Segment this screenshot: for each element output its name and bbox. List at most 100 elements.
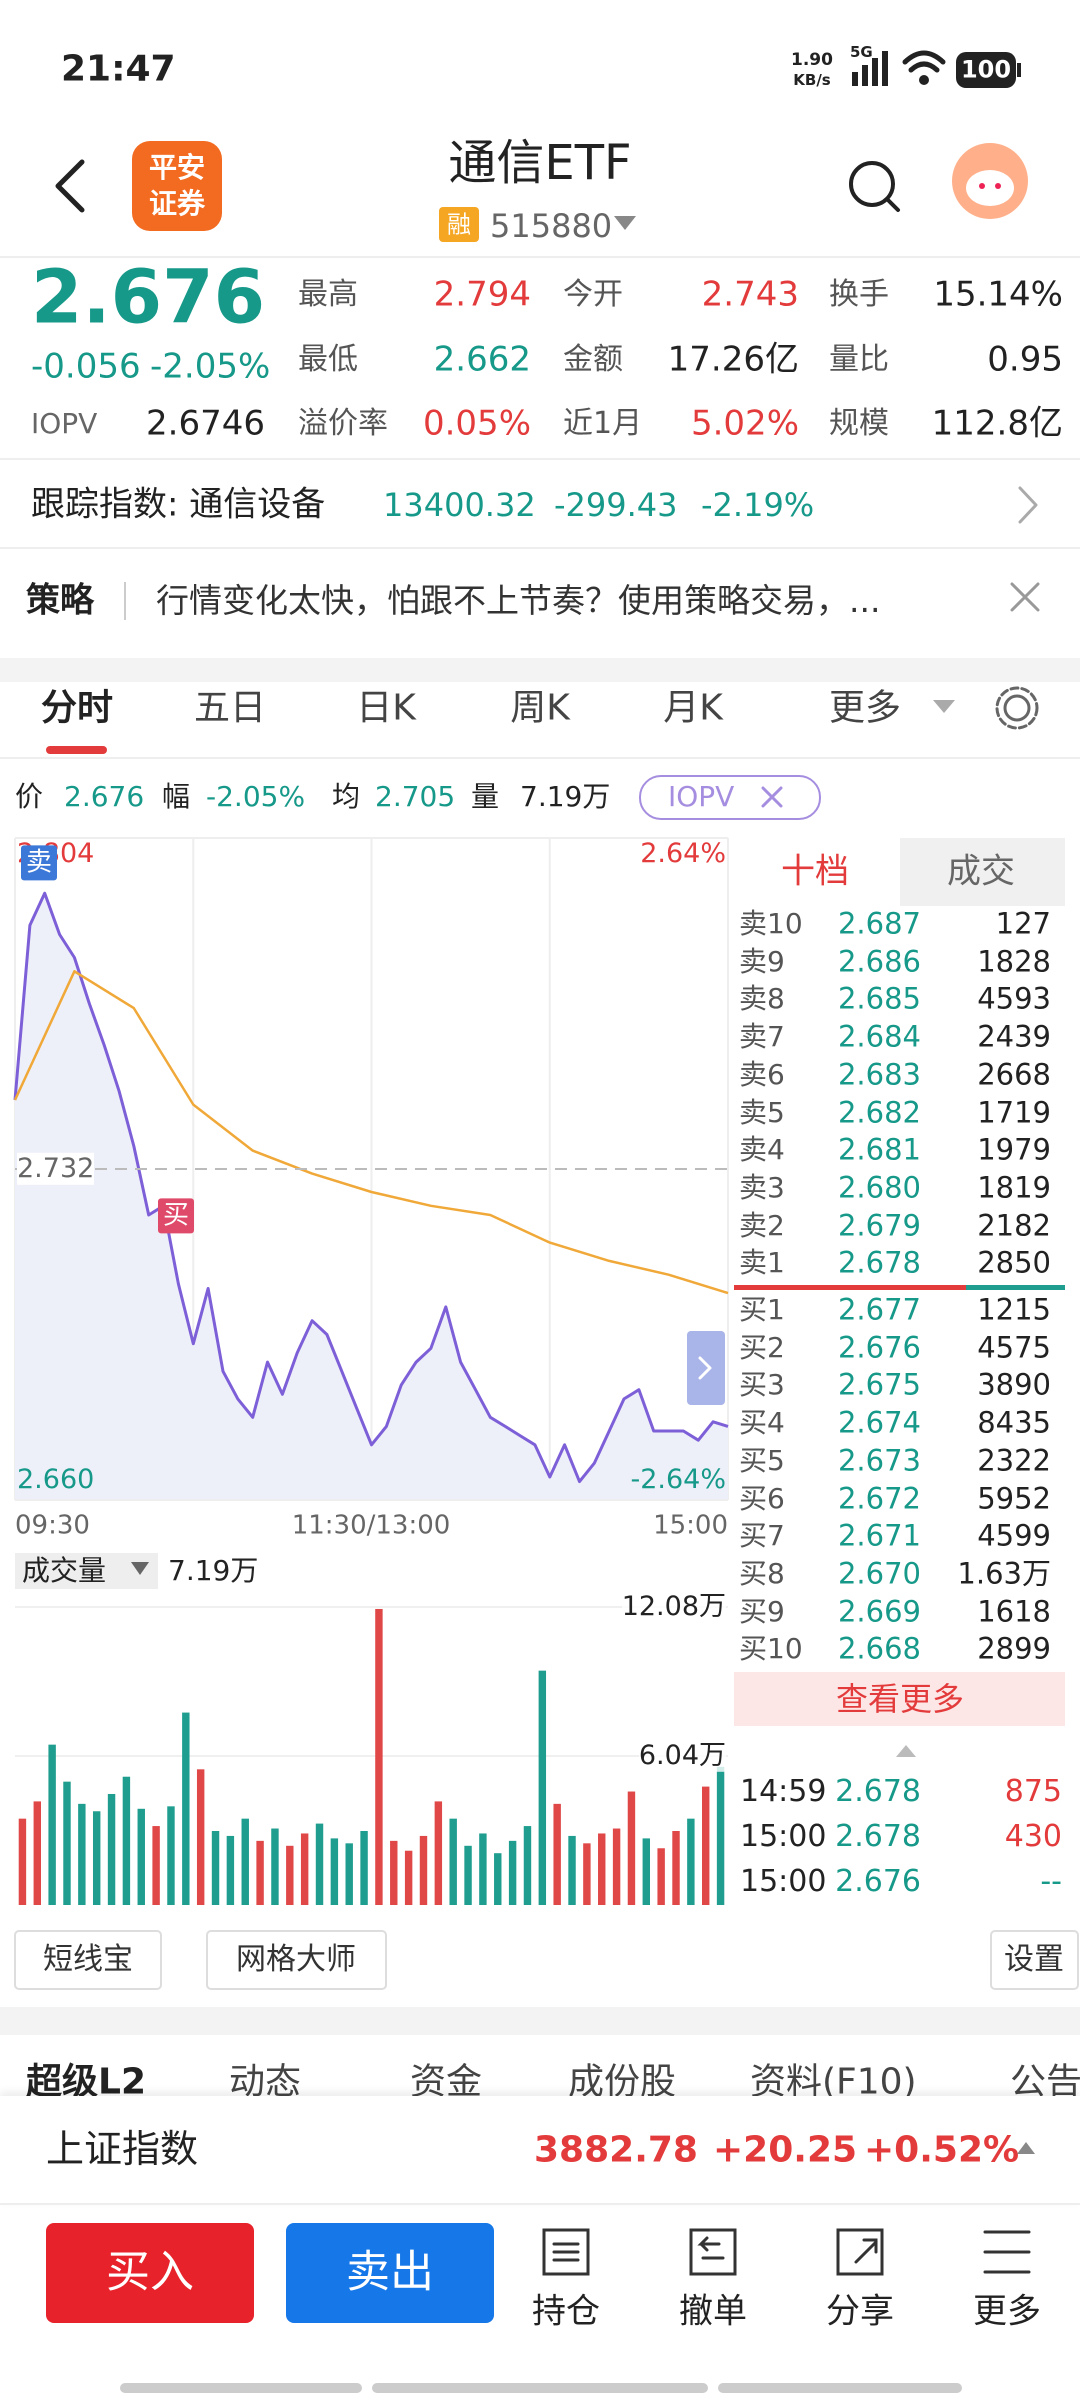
chart-tab[interactable]: 日K	[356, 687, 416, 729]
index-bar	[0, 2096, 1080, 2205]
tracking-value: 13400.32	[383, 485, 536, 524]
index-change: +20.25	[713, 2129, 858, 2171]
action-label[interactable]: 撤单	[679, 2291, 747, 2332]
book-price: 2.682	[837, 1095, 921, 1130]
detail-tab[interactable]: 成份股	[568, 2061, 677, 2096]
volume-bar	[286, 1845, 294, 1905]
volume-bar	[122, 1776, 131, 1905]
trade-price: 2.676	[835, 1864, 921, 1899]
chart-info-price-label: 价	[15, 780, 44, 814]
detail-tab[interactable]: 超级L2	[26, 2061, 146, 2096]
stat-label: 溢价率	[298, 406, 388, 441]
chart-tab[interactable]: 分时	[40, 687, 114, 729]
action-label[interactable]: 持仓	[532, 2291, 600, 2332]
settings-button[interactable]: 设置	[1004, 1942, 1064, 1977]
action-label[interactable]: 分享	[826, 2291, 894, 2332]
x-tick-label: 15:00	[653, 1510, 728, 1541]
detail-tab[interactable]: 公告	[1010, 2061, 1080, 2096]
volume-bar	[33, 1801, 41, 1905]
action-label[interactable]: 更多	[973, 2291, 1041, 2332]
book-volume: 4599	[977, 1518, 1051, 1553]
book-tab[interactable]: 成交	[947, 851, 1015, 892]
volume-bar	[687, 1818, 695, 1905]
volume-bar	[523, 1826, 532, 1905]
chart-tab[interactable]: 周K	[510, 687, 570, 729]
book-price: 2.677	[837, 1292, 921, 1327]
strategy-text[interactable]: 行情变化太快，怕跟不上节奏？使用策略交易，...	[156, 581, 881, 621]
logo-text: 平安	[148, 151, 206, 185]
chart-info-avg-label: 均	[332, 780, 361, 814]
volume-bar	[48, 1744, 56, 1905]
book-price: 2.674	[837, 1405, 921, 1440]
detail-tab[interactable]: 资金	[410, 2061, 483, 2096]
volume-bar	[583, 1843, 591, 1905]
book-price: 2.670	[837, 1556, 921, 1591]
volume-bar	[167, 1806, 175, 1905]
book-level: 买9	[739, 1594, 785, 1628]
detail-tabs: 超级L2 动态 资金 成份股 资料(F10) 公告	[0, 2040, 1080, 2096]
volume-bar	[196, 1769, 205, 1905]
detail-tab[interactable]: 动态	[229, 2061, 302, 2096]
volume-bar	[375, 1608, 383, 1905]
volume-bar	[642, 1838, 651, 1905]
book-level: 买4	[739, 1406, 785, 1440]
volume-bar	[702, 1786, 710, 1905]
book-level: 卖9	[739, 944, 785, 978]
iopv-toggle[interactable]: IOPV	[668, 780, 735, 814]
buy-label[interactable]: 买入	[106, 2246, 194, 2298]
chart-tab[interactable]: 五日	[193, 687, 267, 729]
y2-tick-label: 2.64%	[640, 837, 726, 869]
book-level: 买3	[739, 1368, 785, 1402]
y-tick-label: 2.732	[17, 1152, 95, 1186]
y-tick-label: 12.08万	[621, 1590, 726, 1624]
margin-badge: 融	[447, 210, 471, 239]
tool-button[interactable]: 短线宝	[43, 1942, 133, 1977]
volume-bar	[211, 1830, 220, 1905]
buy-button[interactable]	[46, 2223, 254, 2323]
icons	[0, 50, 1080, 2035]
book-volume: 1819	[977, 1170, 1051, 1205]
stat-value: 2.743	[701, 274, 799, 315]
book-level: 买7	[739, 1519, 785, 1553]
volume-bar	[568, 1835, 576, 1905]
book-level: 卖7	[739, 1020, 785, 1054]
index-expand	[1017, 2142, 1035, 2154]
sell-label[interactable]: 卖出	[346, 2246, 434, 2298]
chart-info-volume-label: 量	[471, 780, 500, 814]
volume-bar	[63, 1781, 71, 1905]
trade-price: 2.678	[835, 1774, 921, 1809]
stat-value: 15.14%	[933, 274, 1063, 315]
stat-label: 量比	[829, 342, 889, 377]
book-level: 买8	[739, 1557, 785, 1591]
volume-bar	[479, 1833, 487, 1905]
stat-value: 112.8亿	[931, 403, 1063, 444]
action-icon	[542, 2228, 590, 2276]
action-icons	[542, 2228, 1031, 2276]
stat-value: 17.26亿	[667, 339, 799, 380]
volume-bar	[18, 1818, 27, 1905]
volume-bar	[538, 1670, 547, 1905]
volume-bar	[315, 1823, 324, 1905]
volume-bar	[271, 1828, 279, 1905]
stat-label: 最高	[298, 277, 358, 312]
stat-value: 5.02%	[690, 403, 799, 444]
chart-tab[interactable]: 月K	[663, 687, 723, 729]
view-more[interactable]: 查看更多	[835, 1679, 965, 1718]
tool-button[interactable]: 网格大师	[236, 1942, 356, 1977]
gesture-bar	[718, 2383, 962, 2393]
gesture-bar	[120, 2383, 362, 2393]
clock: 21:47	[61, 48, 176, 90]
volume-bar	[241, 1818, 249, 1905]
book-price: 2.673	[837, 1443, 921, 1478]
sell-button[interactable]	[286, 2223, 494, 2323]
detail-tab[interactable]: 资料(F10)	[750, 2061, 917, 2096]
trade-time: 15:00	[740, 1819, 827, 1854]
book-level: 卖5	[739, 1095, 785, 1129]
book-tab[interactable]: 十档	[781, 851, 849, 892]
index-change-percent: +0.52%	[864, 2129, 1020, 2171]
chart-tab[interactable]: 更多	[828, 687, 902, 729]
book-volume: 127	[995, 906, 1051, 941]
y2-tick-label: -2.64%	[630, 1463, 726, 1495]
stat-label: 金额	[563, 342, 623, 377]
stock-code: 515880	[490, 206, 613, 245]
